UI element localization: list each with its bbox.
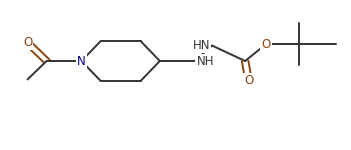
Text: O: O (23, 36, 32, 49)
Text: HN: HN (193, 39, 210, 52)
Text: O: O (244, 74, 253, 87)
Text: O: O (261, 38, 271, 51)
Text: N: N (77, 54, 86, 68)
Text: NH: NH (197, 54, 214, 68)
